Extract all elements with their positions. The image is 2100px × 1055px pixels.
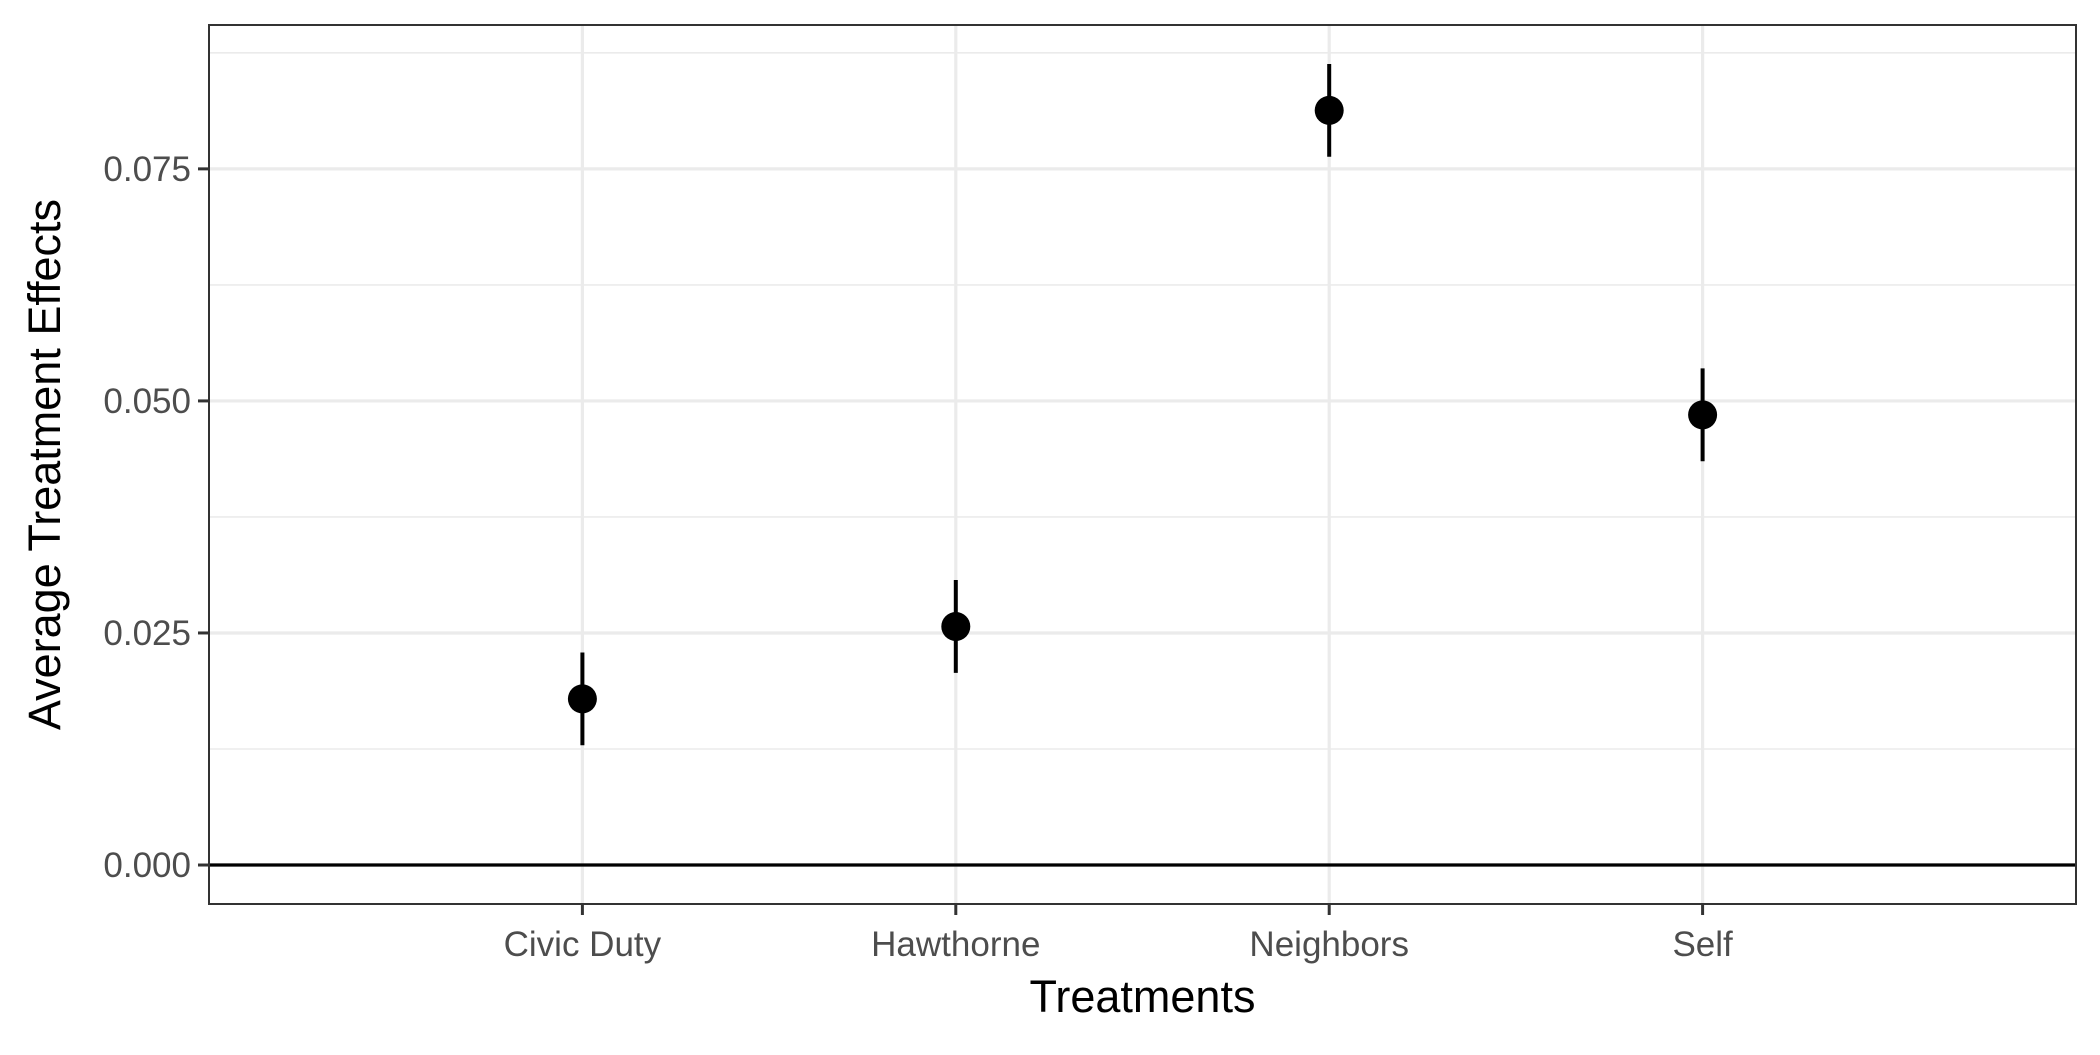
y-tick-label: 0.025 — [103, 614, 191, 653]
x-tick-label: Neighbors — [1249, 925, 1409, 964]
data-point — [567, 684, 597, 714]
axis-layer: 0.000 0.025 0.050 0.075 Civic Duty Hawthorne N… — [103, 150, 1733, 964]
data-point — [941, 611, 971, 641]
grid-layer — [209, 25, 2076, 904]
y-tick-label: 0.075 — [103, 150, 191, 189]
y-tick-label: 0.050 — [103, 382, 191, 421]
data-point — [1688, 400, 1718, 430]
x-tick-label: Self — [1672, 925, 1733, 964]
y-axis-title: Average Treatment Effects — [19, 199, 70, 730]
y-tick-label: 0.000 — [103, 846, 191, 885]
x-axis-title: Treatments — [1030, 971, 1256, 1022]
mark-layer — [567, 63, 1718, 746]
panel-border — [208, 24, 2077, 905]
x-tick-label: Hawthorne — [871, 925, 1040, 964]
x-tick-label: Civic Duty — [504, 925, 662, 964]
data-point — [1314, 95, 1344, 125]
